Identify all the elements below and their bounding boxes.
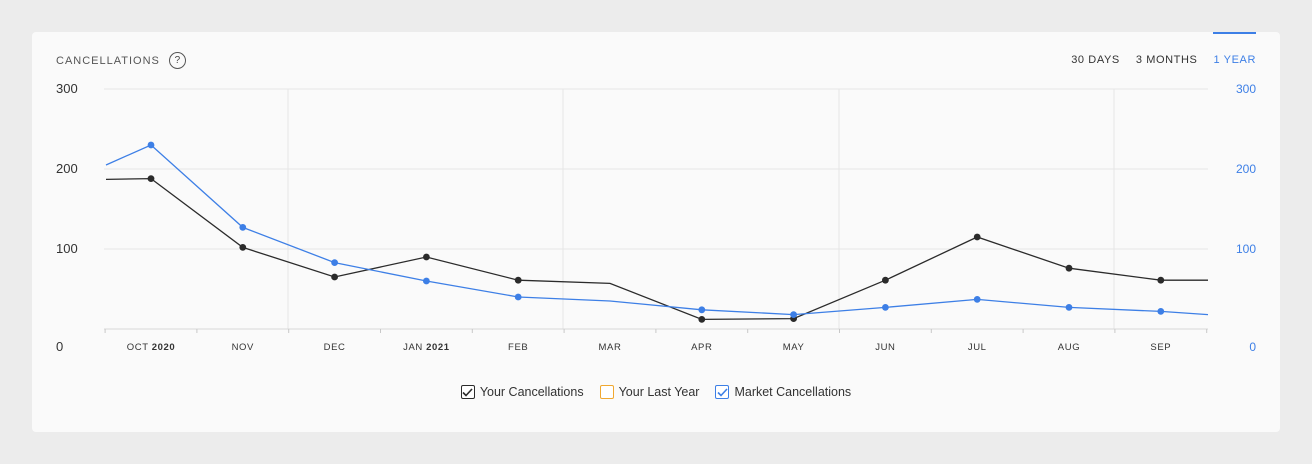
data-point [698,306,706,314]
range-selector: 30 DAYS 3 MONTHS 1 YEAR [1071,32,1256,66]
data-point [882,304,889,311]
data-point [882,276,889,284]
data-point [423,253,430,261]
x-tick-label: JUN [875,342,895,353]
y-tick-left-label: 300 [56,81,78,96]
range-1-year[interactable]: 1 YEAR [1213,32,1256,66]
data-point [1065,304,1073,311]
y-tick-right-label: 200 [1236,162,1256,176]
legend-label-your-cancellations: Your Cancellations [479,385,584,399]
x-tick-label: OCT 2020 [127,342,175,353]
x-tick-label: JAN 2021 [403,342,450,353]
legend-your-cancellations[interactable]: Your Cancellations [460,385,584,399]
data-point [973,296,981,303]
data-point [1065,264,1073,272]
checkbox-market-cancellations[interactable] [715,385,730,399]
data-point [147,175,155,183]
y-tick-right-label: 0 [1249,340,1256,354]
data-point [239,224,247,231]
series-line-market-cancellations [105,144,1209,316]
chart-title: CANCELLATIONS [56,54,160,67]
y-tick-left-label: 200 [56,161,78,176]
chart-legend: Your Cancellations Your Last Year Market… [32,385,1280,399]
data-point [331,259,338,266]
range-30-days[interactable]: 30 DAYS [1071,54,1120,66]
data-point [698,316,706,323]
range-3-months[interactable]: 3 MONTHS [1135,54,1198,66]
help-icon[interactable]: ? [168,52,186,69]
y-tick-left-label: 0 [56,339,63,354]
y-tick-left-label: 100 [56,241,78,256]
legend-your-last-year[interactable]: Your Last Year [599,385,700,399]
x-tick-label: FEB [508,342,528,353]
x-tick-label: NOV [232,342,254,353]
series-line-your-cancellations [105,177,1208,321]
data-point [973,233,981,241]
legend-market-cancellations[interactable]: Market Cancellations [715,385,851,399]
data-point [514,293,522,301]
x-tick-label: DEC [324,342,346,353]
line-chart: 300 200 100 0 300 200 100 0 OCT 2020 NOV DEC JAN 20… [56,81,1256,354]
x-tick-year: 2021 [426,342,450,353]
data-point [790,311,797,318]
data-point [1157,308,1165,315]
x-tick-label: SEP [1150,342,1171,353]
x-tick-label: APR [691,342,712,353]
legend-label-your-last-year: Your Last Year [618,385,700,399]
legend-label-market-cancellations: Market Cancellations [734,385,852,399]
data-point [1157,276,1165,284]
checkbox-your-last-year[interactable] [599,385,614,399]
data-point [423,277,430,285]
data-point [331,273,338,281]
cancellations-card: CANCELLATIONS ? 30 DAYS 3 MONTHS 1 YEAR … [32,32,1280,432]
x-tick-year: 2020 [152,342,176,353]
y-tick-right-label: 100 [1236,242,1256,256]
data-point [147,141,155,149]
data-point [239,244,247,251]
data-point [514,276,522,284]
y-tick-right-label: 300 [1236,82,1256,96]
chart-header: CANCELLATIONS ? [56,52,186,69]
x-tick-label: AUG [1058,342,1080,353]
checkbox-your-cancellations[interactable] [460,385,475,399]
x-tick-label: MAY [783,342,805,353]
x-tick-label: JUL [968,342,987,353]
x-tick-label: MAR [599,342,622,353]
